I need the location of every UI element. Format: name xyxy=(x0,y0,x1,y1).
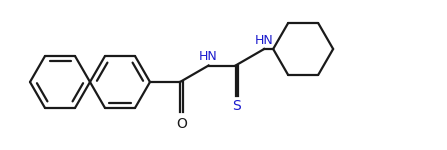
Text: O: O xyxy=(176,117,187,131)
Text: S: S xyxy=(232,99,241,114)
Text: HN: HN xyxy=(199,51,218,63)
Text: HN: HN xyxy=(255,34,274,47)
